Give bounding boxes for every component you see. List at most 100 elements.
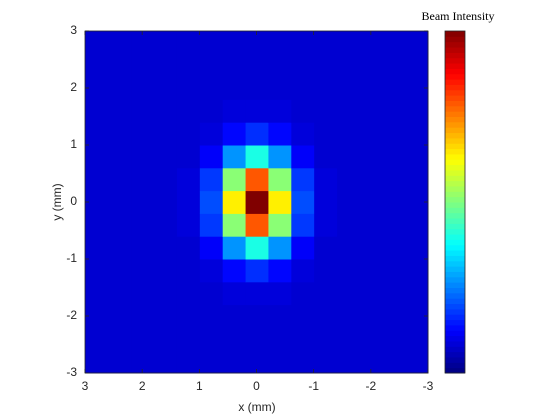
heatmap-cell	[85, 213, 109, 237]
heatmap-cell	[313, 350, 338, 374]
heatmap	[85, 31, 429, 374]
heatmap-cell	[336, 327, 360, 351]
heatmap-cell	[405, 350, 429, 374]
colorbar-swatch	[445, 324, 465, 331]
heatmap-cell	[290, 167, 315, 192]
heatmap-cell	[85, 304, 109, 328]
y-tick-label: 2	[70, 80, 77, 94]
heatmap-cell	[85, 190, 109, 214]
heatmap-cell	[130, 304, 155, 328]
colorbar-swatch	[445, 202, 465, 208]
heatmap-cell	[107, 167, 132, 192]
colorbar-swatch	[445, 255, 465, 262]
heatmap-cell	[313, 145, 338, 169]
heatmap-cell	[336, 236, 360, 260]
heatmap-cell	[336, 145, 360, 169]
heatmap-cell	[130, 31, 155, 55]
heatmap-cell	[153, 145, 177, 169]
heatmap-cell	[176, 259, 200, 283]
heatmap-cell	[267, 122, 292, 146]
heatmap-cell	[199, 145, 223, 169]
colorbar-swatch	[445, 132, 465, 139]
heatmap-cell	[405, 327, 429, 351]
heatmap-cell	[199, 190, 223, 214]
heatmap-cell	[313, 53, 338, 78]
heatmap-cell	[336, 190, 360, 214]
heatmap-cell	[359, 281, 383, 306]
heatmap-cell	[382, 190, 406, 214]
heatmap-cell	[222, 145, 246, 169]
y-tick-label: 0	[70, 194, 77, 208]
heatmap-cell	[382, 76, 406, 100]
heatmap-cell	[267, 213, 292, 237]
colorbar-swatch	[445, 84, 465, 91]
colorbar-swatch	[445, 180, 465, 187]
x-tick-label: 3	[82, 379, 89, 393]
heatmap-cell	[130, 259, 155, 283]
heatmap-cell	[336, 304, 360, 328]
heatmap-cell	[107, 259, 132, 283]
heatmap-cell	[382, 236, 406, 260]
heatmap-cell	[267, 236, 292, 260]
heatmap-cell	[382, 213, 406, 237]
heatmap-cell	[107, 213, 132, 237]
heatmap-cell	[222, 167, 246, 192]
colorbar-swatch	[445, 234, 465, 240]
heatmap-cell	[222, 236, 246, 260]
heatmap-cell	[313, 281, 338, 306]
heatmap-cell	[153, 190, 177, 214]
colorbar-swatch	[445, 89, 465, 96]
colorbar-title: Beam Intensity	[422, 9, 495, 23]
colorbar-swatch	[445, 282, 465, 288]
heatmap-cell	[245, 281, 269, 306]
heatmap-cell	[107, 99, 132, 123]
heatmap-cell	[199, 167, 223, 192]
colorbar-swatch	[445, 271, 465, 278]
y-tick-label: -2	[66, 308, 77, 322]
colorbar-swatch	[445, 250, 465, 256]
heatmap-cell	[85, 167, 109, 192]
colorbar-swatch	[445, 73, 465, 80]
heatmap-cell	[359, 350, 383, 374]
heatmap-cell	[290, 259, 315, 283]
heatmap-cell	[405, 122, 429, 146]
heatmap-cell	[222, 259, 246, 283]
colorbar	[444, 30, 466, 374]
heatmap-cell	[107, 190, 132, 214]
heatmap-cell	[359, 167, 383, 192]
heatmap-cell	[153, 236, 177, 260]
colorbar-swatch	[445, 137, 465, 144]
heatmap-cell	[245, 76, 269, 100]
heatmap-cell	[313, 99, 338, 123]
colorbar-swatch	[445, 191, 465, 198]
heatmap-cell	[382, 122, 406, 146]
y-tick-label: 3	[70, 23, 77, 37]
colorbar-swatch	[445, 121, 465, 128]
heatmap-cell	[199, 259, 223, 283]
heatmap-cell	[245, 99, 269, 123]
heatmap-cell	[153, 213, 177, 237]
heatmap-cell	[130, 122, 155, 146]
heatmap-cell	[313, 327, 338, 351]
heatmap-cell	[153, 350, 177, 374]
heatmap-cell	[267, 99, 292, 123]
heatmap-cell	[85, 145, 109, 169]
heatmap-cell	[153, 99, 177, 123]
heatmap-cell	[85, 350, 109, 374]
heatmap-cell	[336, 31, 360, 55]
colorbar-swatch	[445, 143, 465, 150]
colorbar-swatch	[445, 169, 465, 176]
colorbar-swatch	[445, 330, 465, 337]
heatmap-cell	[313, 304, 338, 328]
heatmap-cell	[267, 31, 292, 55]
heatmap-cell	[222, 327, 246, 351]
heatmap-cell	[336, 259, 360, 283]
colorbar-swatch	[445, 319, 465, 326]
heatmap-cell	[245, 31, 269, 55]
heatmap-cell	[176, 122, 200, 146]
heatmap-cell	[382, 304, 406, 328]
colorbar-swatch	[445, 266, 465, 272]
y-axis-label: y (mm)	[50, 183, 64, 220]
colorbar-swatch	[445, 287, 465, 294]
